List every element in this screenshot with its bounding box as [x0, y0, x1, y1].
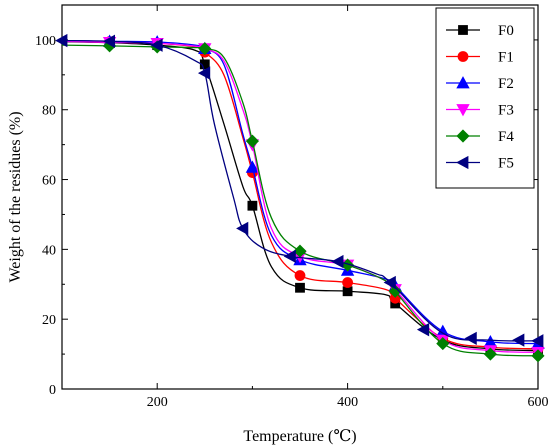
legend-marker	[458, 25, 468, 35]
data-point	[483, 347, 497, 361]
legend-item-F4: F4	[446, 129, 514, 145]
y-tick-label: 20	[42, 313, 56, 328]
legend-label: F2	[498, 76, 514, 92]
legend-item-F3: F3	[446, 103, 514, 119]
legend-item-F5: F5	[446, 156, 514, 172]
x-axis-title: Temperature (℃)	[243, 428, 356, 445]
legend-item-F0: F0	[446, 23, 514, 39]
series-line	[61, 40, 539, 353]
x-tick-label: 200	[147, 395, 168, 410]
data-point	[464, 331, 477, 346]
legend-label: F3	[498, 103, 514, 119]
series-layer	[55, 33, 545, 363]
data-point	[331, 254, 344, 269]
x-tick-label: 600	[528, 395, 549, 410]
series-line	[61, 44, 539, 357]
axis-ticks: 200 400 600 0 20 40 60 80 100	[35, 5, 549, 410]
data-point	[342, 286, 353, 297]
y-tick-label: 40	[42, 243, 56, 258]
data-point	[55, 33, 68, 48]
data-point	[198, 42, 212, 56]
legend-marker	[457, 51, 469, 62]
data-point	[197, 66, 211, 80]
data-point	[383, 275, 396, 290]
series-F5	[55, 33, 544, 348]
x-tick-label: 400	[337, 395, 358, 410]
legend-marker	[456, 76, 470, 89]
series-line	[61, 39, 539, 342]
legend: F0 F1 F2 F3 F4 F5	[435, 7, 535, 189]
data-point	[247, 200, 258, 211]
legend-item-F2: F2	[446, 76, 514, 92]
legend-box	[435, 7, 535, 189]
data-point	[199, 59, 210, 70]
series-line	[61, 39, 539, 345]
legend-label: F5	[498, 156, 514, 172]
data-point	[342, 277, 354, 288]
data-point	[283, 249, 296, 264]
data-point	[245, 134, 259, 148]
data-point	[531, 349, 545, 363]
data-point	[295, 282, 305, 293]
data-point	[512, 333, 525, 347]
data-point	[388, 284, 402, 298]
data-point	[416, 322, 430, 337]
y-tick-label: 0	[49, 383, 56, 398]
y-axis-title: Weight of the residues (%)	[7, 111, 24, 282]
legend-marker	[456, 104, 470, 117]
plot-frame	[61, 4, 539, 390]
legend-item-F1: F1	[446, 50, 514, 66]
data-point	[245, 160, 260, 173]
y-tick-label: 80	[42, 104, 56, 119]
data-point	[531, 334, 544, 348]
data-point	[294, 270, 306, 281]
y-tick-label: 60	[42, 174, 56, 189]
legend-label: F0	[498, 23, 514, 39]
legend-label: F4	[498, 129, 514, 145]
data-point	[150, 38, 163, 52]
y-tick-label: 100	[35, 34, 56, 49]
legend-marker	[456, 129, 470, 143]
legend-label: F1	[498, 50, 514, 66]
data-point	[236, 221, 249, 236]
data-point	[436, 337, 450, 351]
data-point	[102, 34, 115, 48]
legend-marker	[456, 155, 469, 170]
